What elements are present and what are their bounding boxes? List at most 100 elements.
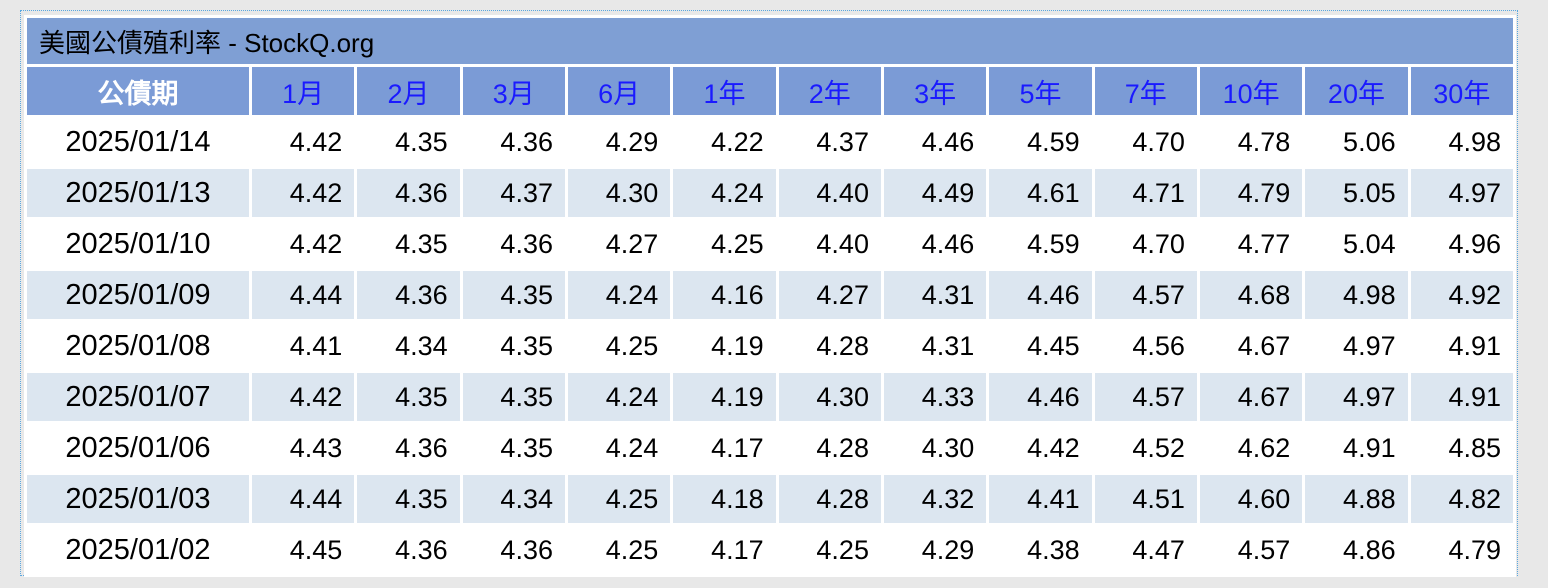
- yield-cell: 4.40: [778, 169, 881, 217]
- yield-cell: 4.47: [1132, 534, 1185, 565]
- yield-cell: 4.18: [673, 475, 776, 523]
- yield-cell: 4.91: [1343, 432, 1396, 463]
- yield-cell: 4.35: [357, 475, 460, 523]
- yield-cell: 4.34: [395, 330, 448, 361]
- data-row: 2025/01/06 4.43 4.36 4.35 4.24 4.17 4.28 4.30 4.…: [27, 424, 1513, 472]
- data-row: 2025/01/09 4.44 4.36 4.35 4.24 4.16 4.27 4.31 4.…: [27, 271, 1513, 319]
- yield-cell: 4.70: [1132, 228, 1185, 259]
- yield-cell: 4.35: [357, 373, 460, 421]
- yield-cell: 4.22: [711, 126, 764, 157]
- yield-cell: 4.28: [816, 432, 869, 463]
- yield-cell: 4.59: [1027, 126, 1080, 157]
- yield-cell: 4.97: [1343, 330, 1396, 361]
- yield-cell: 4.34: [462, 475, 565, 523]
- date-cell: 2025/01/02: [65, 533, 211, 566]
- yield-cell: 4.44: [252, 271, 355, 319]
- yield-cell: 4.25: [567, 475, 671, 523]
- yield-cell: 4.37: [462, 169, 565, 217]
- date-cell: 2025/01/13: [27, 169, 249, 217]
- yield-cell: 4.51: [1094, 475, 1197, 523]
- header-cell[interactable]: 2月: [357, 67, 460, 115]
- yield-cell: 4.42: [1027, 432, 1080, 463]
- yield-cell: 4.67: [1199, 373, 1303, 421]
- yield-cell: 4.97: [1305, 373, 1408, 421]
- header-cell[interactable]: 20年: [1305, 67, 1408, 115]
- yield-cell: 4.46: [921, 126, 975, 157]
- yield-cell: 4.24: [567, 271, 671, 319]
- yield-cell: 4.45: [1027, 330, 1080, 361]
- yield-cell: 4.68: [1199, 271, 1303, 319]
- header-cell[interactable]: 5年: [989, 67, 1092, 115]
- yield-cell: 4.16: [673, 271, 776, 319]
- data-row: 2025/01/10 4.42 4.35 4.36 4.27 4.25 4.40 4.46 4.…: [27, 220, 1513, 268]
- yield-cell: 4.79: [1448, 534, 1501, 565]
- date-cell: 2025/01/09: [27, 271, 249, 319]
- yield-cell: 4.36: [500, 534, 553, 565]
- yield-cell: 4.61: [989, 169, 1092, 217]
- yield-cell: 4.60: [1199, 475, 1303, 523]
- yield-cell: 4.25: [816, 534, 869, 565]
- yield-cell: 4.28: [816, 330, 869, 361]
- yield-cell: 4.46: [989, 271, 1092, 319]
- yield-cell: 4.45: [289, 534, 343, 565]
- yield-cell: 4.37: [816, 126, 869, 157]
- yield-cell: 4.85: [1448, 432, 1501, 463]
- yield-cell: 4.52: [1132, 432, 1185, 463]
- yield-cell: 4.82: [1410, 475, 1513, 523]
- yield-cell: 4.35: [500, 432, 553, 463]
- yield-cell: 4.32: [883, 475, 987, 523]
- yield-cell: 4.24: [673, 169, 776, 217]
- header-cell[interactable]: 30年: [1410, 67, 1513, 115]
- yield-cell: 4.57: [1094, 271, 1197, 319]
- header-cell[interactable]: 7年: [1094, 67, 1197, 115]
- yield-cell: 4.98: [1448, 126, 1501, 157]
- date-cell: 2025/01/06: [65, 431, 211, 464]
- yield-cell: 4.19: [711, 330, 764, 361]
- yield-cell: 4.78: [1237, 126, 1291, 157]
- yield-cell: 4.36: [500, 228, 553, 259]
- yield-cell: 4.38: [1027, 534, 1080, 565]
- yield-cell: 4.27: [605, 228, 659, 259]
- date-cell: 2025/01/07: [27, 373, 249, 421]
- header-cell[interactable]: 10年: [1199, 67, 1303, 115]
- header-cell[interactable]: 3月: [462, 67, 565, 115]
- data-row: 2025/01/13 4.42 4.36 4.37 4.30 4.24 4.40 4.49 4.…: [27, 169, 1513, 217]
- data-row: 2025/01/08 4.41 4.34 4.35 4.25 4.19 4.28 4.31 4.…: [27, 322, 1513, 370]
- data-row: 2025/01/02 4.45 4.36 4.36 4.25 4.17 4.25 4.29 4.…: [27, 526, 1513, 574]
- yield-cell: 4.71: [1094, 169, 1197, 217]
- yield-cell: 4.36: [500, 126, 553, 157]
- yield-cell: 4.31: [883, 271, 987, 319]
- yield-cell: 4.29: [605, 126, 659, 157]
- header-cell: 公債期: [27, 67, 249, 115]
- header-cell[interactable]: 1年: [673, 67, 776, 115]
- yield-cell: 4.42: [289, 126, 343, 157]
- yield-cell: 4.28: [778, 475, 881, 523]
- yield-cell: 5.04: [1343, 228, 1396, 259]
- yield-cell: 4.49: [883, 169, 987, 217]
- yield-cell: 4.33: [883, 373, 987, 421]
- yield-cell: 4.88: [1305, 475, 1408, 523]
- yield-cell: 4.19: [673, 373, 776, 421]
- yield-cell: 4.97: [1410, 169, 1513, 217]
- date-cell: 2025/01/03: [27, 475, 249, 523]
- yield-cell: 4.42: [289, 228, 343, 259]
- header-cell[interactable]: 1月: [252, 67, 355, 115]
- yield-cell: 4.57: [1094, 373, 1197, 421]
- yield-cell: 5.06: [1343, 126, 1396, 157]
- yield-cell: 4.35: [500, 330, 553, 361]
- header-cell[interactable]: 2年: [778, 67, 881, 115]
- header-cell[interactable]: 6月: [567, 67, 671, 115]
- yield-cell: 4.27: [778, 271, 881, 319]
- yield-cell: 4.62: [1237, 432, 1291, 463]
- yield-cell: 5.05: [1305, 169, 1408, 217]
- yield-cell: 4.29: [921, 534, 975, 565]
- yield-cell: 4.79: [1199, 169, 1303, 217]
- yield-cell: 4.70: [1132, 126, 1185, 157]
- yield-cell: 4.36: [357, 271, 460, 319]
- yield-cell: 4.17: [711, 432, 764, 463]
- yield-cell: 4.67: [1237, 330, 1291, 361]
- header-cell[interactable]: 3年: [883, 67, 987, 115]
- yield-cell: 4.57: [1237, 534, 1291, 565]
- yield-cell: 4.31: [921, 330, 975, 361]
